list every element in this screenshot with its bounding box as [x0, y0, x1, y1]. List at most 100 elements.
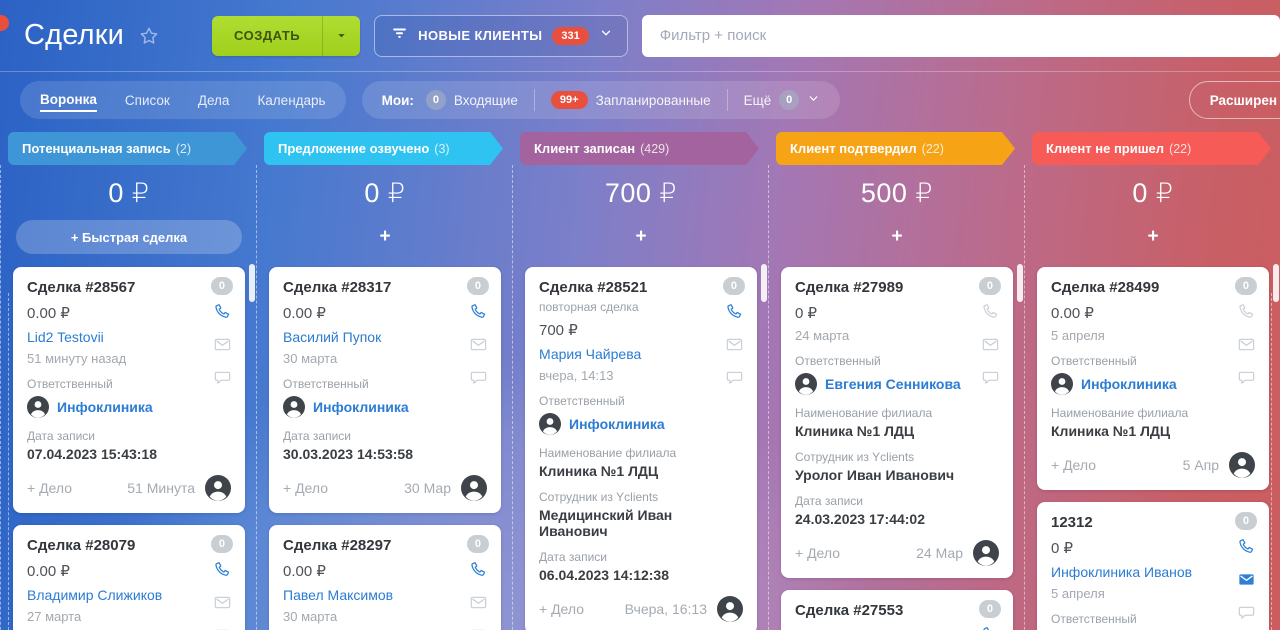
- pipeline-filter-button[interactable]: НОВЫЕ КЛИЕНТЫ 331: [374, 14, 628, 57]
- deal-contact-link[interactable]: Василий Пупок: [283, 329, 382, 345]
- responsible-user-name[interactable]: Инфоклиника: [569, 416, 665, 432]
- chat-icon[interactable]: [725, 368, 744, 387]
- field-label: Ответственный: [795, 354, 881, 368]
- deal-card[interactable]: Сделка #28297 0 0.00 ₽ Павел Максимов 30 мар…: [269, 525, 501, 630]
- deal-card[interactable]: Сделка #28567 0 0.00 ₽ Lid2 Testovii 51 мину…: [13, 267, 245, 513]
- column-scrollbar[interactable]: [1273, 264, 1279, 302]
- column-header[interactable]: Предложение озвучено (3): [264, 132, 503, 165]
- mail-icon[interactable]: [725, 335, 744, 354]
- column-header[interactable]: Клиент записан (429): [520, 132, 759, 165]
- assignee-avatar[interactable]: [973, 540, 999, 566]
- deal-tasks-badge: 0: [978, 600, 1001, 618]
- deal-contact-link[interactable]: Мария Чайрева: [539, 346, 642, 362]
- filter-item[interactable]: 99+ Запланированные: [550, 91, 711, 109]
- assignee-avatar[interactable]: [461, 475, 487, 501]
- deal-contact-link[interactable]: Павел Максимов: [283, 587, 394, 603]
- filter-item[interactable]: 0 Входящие: [425, 90, 518, 110]
- phone-icon[interactable]: [725, 302, 744, 321]
- deal-contact-link[interactable]: Lid2 Testovii: [27, 329, 104, 345]
- column-header[interactable]: Клиент подтвердил (22): [776, 132, 1015, 165]
- phone-icon[interactable]: [981, 302, 1000, 321]
- column-header[interactable]: Клиент не пришел (22): [1032, 132, 1271, 165]
- assignee-avatar[interactable]: [717, 596, 743, 622]
- create-dropdown-caret[interactable]: [322, 15, 360, 56]
- tab-Воронка[interactable]: Воронка: [40, 89, 97, 112]
- assignee-avatar[interactable]: [1229, 452, 1255, 478]
- field-label: Наименование филиала: [539, 446, 677, 460]
- deal-contact-link[interactable]: Инфоклиника Иванов: [1051, 564, 1193, 580]
- mail-icon[interactable]: [213, 335, 232, 354]
- tab-Список[interactable]: Список: [124, 92, 170, 108]
- column-scrollbar[interactable]: [249, 264, 255, 302]
- mail-icon[interactable]: [1237, 570, 1256, 589]
- mail-icon[interactable]: [213, 593, 232, 612]
- deal-title: Сделка #28521: [539, 279, 648, 296]
- column-title: Клиент записан: [534, 141, 636, 156]
- phone-icon[interactable]: [469, 302, 488, 321]
- more-count-badge: 0: [779, 90, 800, 110]
- field-label: Ответственный: [283, 377, 369, 391]
- chat-icon[interactable]: [469, 626, 488, 630]
- add-task-link[interactable]: + Дело: [1051, 457, 1096, 473]
- column-count: (3): [434, 141, 450, 156]
- phone-icon[interactable]: [1237, 302, 1256, 321]
- advanced-filter-button[interactable]: Расширен: [1188, 81, 1280, 119]
- phone-icon[interactable]: [1237, 537, 1256, 556]
- quick-add-deal-button[interactable]: +: [891, 226, 903, 247]
- chat-icon[interactable]: [213, 368, 232, 387]
- column-title: Предложение озвучено: [278, 141, 430, 156]
- mail-icon[interactable]: [469, 335, 488, 354]
- pipeline-column: Клиент записан (429) 700 ₽ + Сделка #28521 0 п…: [512, 128, 768, 630]
- create-button[interactable]: СОЗДАТЬ: [212, 15, 361, 56]
- deal-card[interactable]: Сделка #28521 0 повторная сделка 700 ₽ Мария…: [525, 267, 757, 630]
- deal-card[interactable]: 12312 0 0 ₽ Инфоклиника Иванов 5 апреля Ответ…: [1037, 502, 1269, 630]
- quick-add-deal-button[interactable]: +: [1147, 226, 1159, 247]
- column-header[interactable]: Потенциальная запись (2): [8, 132, 247, 165]
- page-title: Сделки: [24, 19, 125, 51]
- deal-footer: + Дело 51 Минута: [27, 475, 231, 501]
- column-total: 0 ₽: [364, 178, 406, 208]
- more-filters[interactable]: Ещё 0: [744, 90, 821, 110]
- favorite-star-icon[interactable]: [138, 25, 160, 52]
- column-scrollbar[interactable]: [761, 264, 767, 302]
- responsible-user-name[interactable]: Евгения Сенникова: [825, 376, 961, 392]
- deal-contact-link[interactable]: Владимир Слижиков: [27, 587, 163, 603]
- filter-item-label: Запланированные: [595, 92, 711, 108]
- phone-icon[interactable]: [981, 625, 1000, 630]
- tab-Дела[interactable]: Дела: [197, 92, 230, 108]
- chat-icon[interactable]: [213, 626, 232, 630]
- quick-add-deal-button[interactable]: +: [379, 226, 391, 247]
- filter-count-badge: 99+: [550, 91, 588, 109]
- column-scrollbar[interactable]: [1017, 264, 1023, 302]
- deal-card[interactable]: Сделка #28079 0 0.00 ₽ Владимир Слижиков 27 …: [13, 525, 245, 630]
- add-task-link[interactable]: + Дело: [283, 480, 328, 496]
- funnel-icon: [391, 25, 408, 47]
- responsible-user-name[interactable]: Инфоклиника: [57, 399, 153, 415]
- mail-icon[interactable]: [1237, 335, 1256, 354]
- mail-icon[interactable]: [981, 335, 1000, 354]
- phone-icon[interactable]: [213, 302, 232, 321]
- chat-icon[interactable]: [469, 368, 488, 387]
- search-input[interactable]: [641, 14, 1280, 57]
- deal-card[interactable]: Сделка #27989 0 0 ₽ 24 марта Ответственный Ев…: [781, 267, 1013, 578]
- add-task-link[interactable]: + Дело: [539, 601, 584, 617]
- deal-card[interactable]: Сделка #27553 0 0.00 ₽: [781, 590, 1013, 630]
- assignee-avatar[interactable]: [205, 475, 231, 501]
- add-task-link[interactable]: + Дело: [27, 480, 72, 496]
- quick-add-deal-button[interactable]: +: [635, 226, 647, 247]
- chat-icon[interactable]: [1237, 368, 1256, 387]
- phone-icon[interactable]: [213, 560, 232, 579]
- deal-card[interactable]: Сделка #28317 0 0.00 ₽ Василий Пупок 30 март…: [269, 267, 501, 513]
- phone-icon[interactable]: [469, 560, 488, 579]
- deal-title: Сделка #28297: [283, 537, 392, 554]
- mail-icon[interactable]: [469, 593, 488, 612]
- field-label: Ответственный: [1051, 354, 1137, 368]
- add-task-link[interactable]: + Дело: [795, 545, 840, 561]
- tab-Календарь[interactable]: Календарь: [257, 92, 326, 108]
- chat-icon[interactable]: [1237, 603, 1256, 622]
- quick-add-deal-button[interactable]: + Быстрая сделка: [16, 220, 242, 254]
- deal-card[interactable]: Сделка #28499 0 0.00 ₽ 5 апреля Ответственны…: [1037, 267, 1269, 490]
- responsible-user-name[interactable]: Инфоклиника: [313, 399, 409, 415]
- chat-icon[interactable]: [981, 368, 1000, 387]
- responsible-user-name[interactable]: Инфоклиника: [1081, 376, 1177, 392]
